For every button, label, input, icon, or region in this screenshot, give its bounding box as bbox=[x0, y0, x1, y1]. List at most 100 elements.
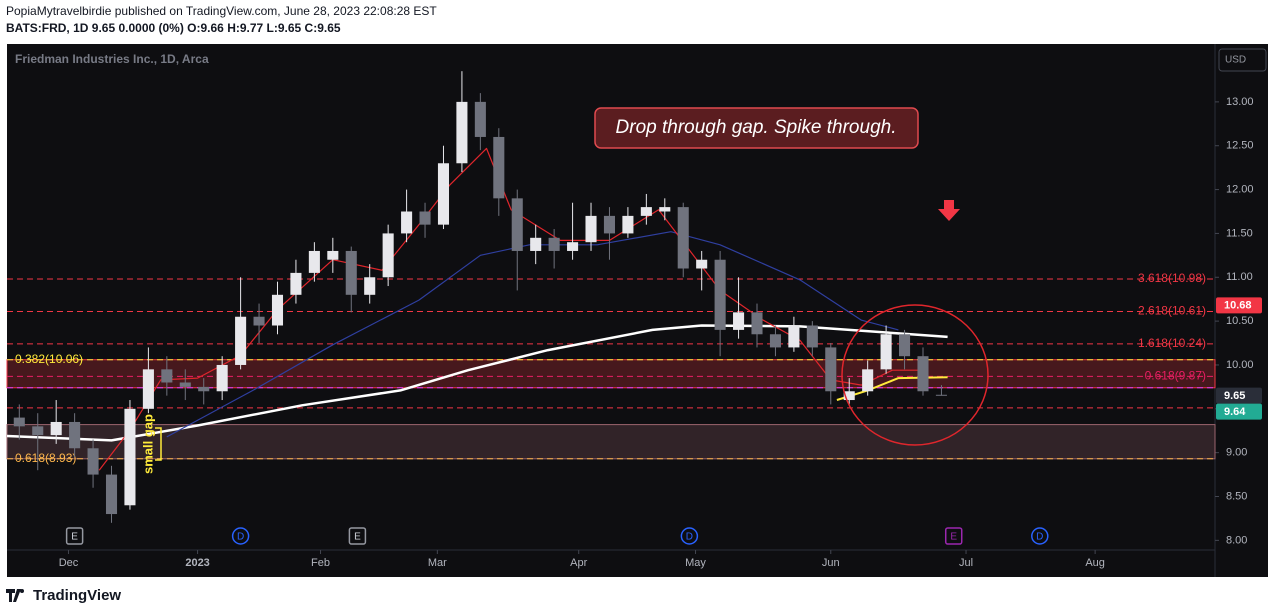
event-marker bbox=[231, 527, 250, 545]
currency-box bbox=[1218, 48, 1267, 72]
candle-body bbox=[69, 421, 81, 449]
candle-body bbox=[161, 369, 173, 383]
candle-body bbox=[437, 163, 450, 225]
candle-body bbox=[401, 211, 413, 234]
candle-body bbox=[880, 334, 892, 370]
candle-body bbox=[567, 242, 579, 251]
candle-body bbox=[308, 250, 320, 273]
fib-label: 1.618(10.24) bbox=[1138, 336, 1206, 350]
moving-average bbox=[98, 147, 923, 471]
candle-body bbox=[733, 312, 745, 330]
candle-body bbox=[290, 272, 302, 295]
candle-body bbox=[603, 215, 615, 234]
fib-label: 0.618(8.93) bbox=[15, 451, 76, 465]
candle-body bbox=[640, 207, 652, 216]
candle-body bbox=[327, 250, 339, 260]
candle-body bbox=[179, 382, 191, 387]
candle-body bbox=[474, 101, 486, 137]
y-tick-label: 12.00 bbox=[1226, 183, 1254, 195]
y-tick-label: 11.50 bbox=[1226, 227, 1253, 239]
candle-body bbox=[677, 207, 689, 269]
candle-body bbox=[843, 391, 855, 401]
candle-body bbox=[382, 233, 394, 278]
candle-body bbox=[659, 207, 671, 212]
candle-body bbox=[530, 237, 542, 251]
candle-body bbox=[622, 215, 634, 234]
y-tick-label: 11.00 bbox=[1226, 271, 1253, 283]
candle-body bbox=[105, 474, 118, 515]
price-tag-label: 10.68 bbox=[1224, 300, 1252, 312]
brand: TradingView bbox=[33, 587, 121, 604]
candle-body bbox=[825, 347, 837, 392]
candle-body bbox=[198, 386, 210, 392]
y-tick-label: 12.50 bbox=[1226, 140, 1254, 152]
event-label: D bbox=[237, 532, 244, 543]
candle-body bbox=[32, 426, 44, 436]
fib-label: 0.382(10.06) bbox=[15, 352, 83, 366]
x-tick-label: Apr bbox=[570, 557, 587, 569]
candle-body bbox=[899, 334, 911, 357]
candle-body bbox=[917, 356, 929, 392]
event-marker bbox=[944, 527, 963, 545]
event-label: D bbox=[1036, 532, 1043, 543]
candle-body bbox=[751, 312, 763, 335]
candle-body bbox=[345, 250, 357, 295]
candle-body bbox=[87, 448, 99, 475]
y-tick-label: 13.00 bbox=[1226, 96, 1254, 108]
price-tag-label: 9.65 bbox=[1224, 390, 1245, 402]
candle-body bbox=[271, 294, 284, 326]
event-label: E bbox=[950, 532, 957, 543]
candle-body bbox=[50, 421, 62, 436]
y-tick-label: 10.00 bbox=[1226, 359, 1254, 371]
callout-box bbox=[594, 107, 919, 149]
y-tick-label: 10.50 bbox=[1226, 315, 1254, 327]
highlight-circle bbox=[841, 304, 989, 446]
price-tag bbox=[1216, 403, 1262, 420]
x-tick-label: Mar bbox=[428, 557, 447, 569]
price-tag bbox=[1216, 387, 1262, 404]
plot: 8.008.509.009.5010.0010.5011.0011.5012.0… bbox=[6, 71, 1254, 569]
event-label: D bbox=[686, 532, 693, 543]
candle-body bbox=[585, 215, 597, 243]
candle-body bbox=[456, 101, 468, 164]
event-marker bbox=[65, 527, 84, 545]
gap-note: small gap bbox=[140, 414, 155, 474]
y-tick-label: 9.00 bbox=[1226, 447, 1247, 459]
event-label: E bbox=[71, 532, 78, 543]
fib-label: 3.618(10.98) bbox=[1138, 271, 1206, 285]
price-tag-label: 9.64 bbox=[1224, 406, 1246, 418]
moving-average bbox=[166, 231, 899, 438]
y-tick-label: 8.00 bbox=[1226, 534, 1247, 546]
event-marker bbox=[680, 527, 699, 545]
symbol-line: BATS:FRD, 1D 9.65 0.0000 (0%) O:9.66 H:9… bbox=[6, 21, 341, 35]
candle-body bbox=[714, 259, 726, 330]
event-marker bbox=[348, 527, 367, 545]
x-tick-label: Aug bbox=[1085, 557, 1105, 569]
fib-label: 0.618(9.87) bbox=[1145, 369, 1206, 383]
callout-text: Drop through gap. Spike through. bbox=[616, 117, 897, 138]
candle-body bbox=[253, 316, 265, 326]
candle-body bbox=[511, 198, 523, 251]
candle-body bbox=[548, 237, 560, 251]
candle-body bbox=[696, 259, 708, 269]
x-tick-label: May bbox=[685, 557, 706, 569]
y-tick-label: 8.50 bbox=[1226, 490, 1247, 502]
zone bbox=[6, 424, 1216, 460]
zone bbox=[6, 359, 1216, 389]
event-label: E bbox=[354, 532, 361, 543]
event-marker bbox=[1031, 527, 1049, 545]
x-tick-label: Dec bbox=[59, 557, 79, 569]
chart-title: Friedman Industries Inc., 1D, Arca bbox=[15, 52, 209, 66]
candle-body bbox=[124, 408, 136, 506]
candle-body bbox=[235, 316, 247, 365]
candle-body bbox=[806, 325, 818, 348]
candle-body bbox=[364, 277, 376, 295]
x-tick-label: 2023 bbox=[185, 557, 209, 569]
brand-logo bbox=[6, 589, 24, 602]
candle-body bbox=[769, 334, 781, 348]
candle-body bbox=[419, 211, 431, 225]
gap-bracket bbox=[155, 427, 162, 461]
x-tick-label: Feb bbox=[311, 557, 330, 569]
byline: PopiaMytravelbirdie published on Trading… bbox=[6, 4, 437, 18]
